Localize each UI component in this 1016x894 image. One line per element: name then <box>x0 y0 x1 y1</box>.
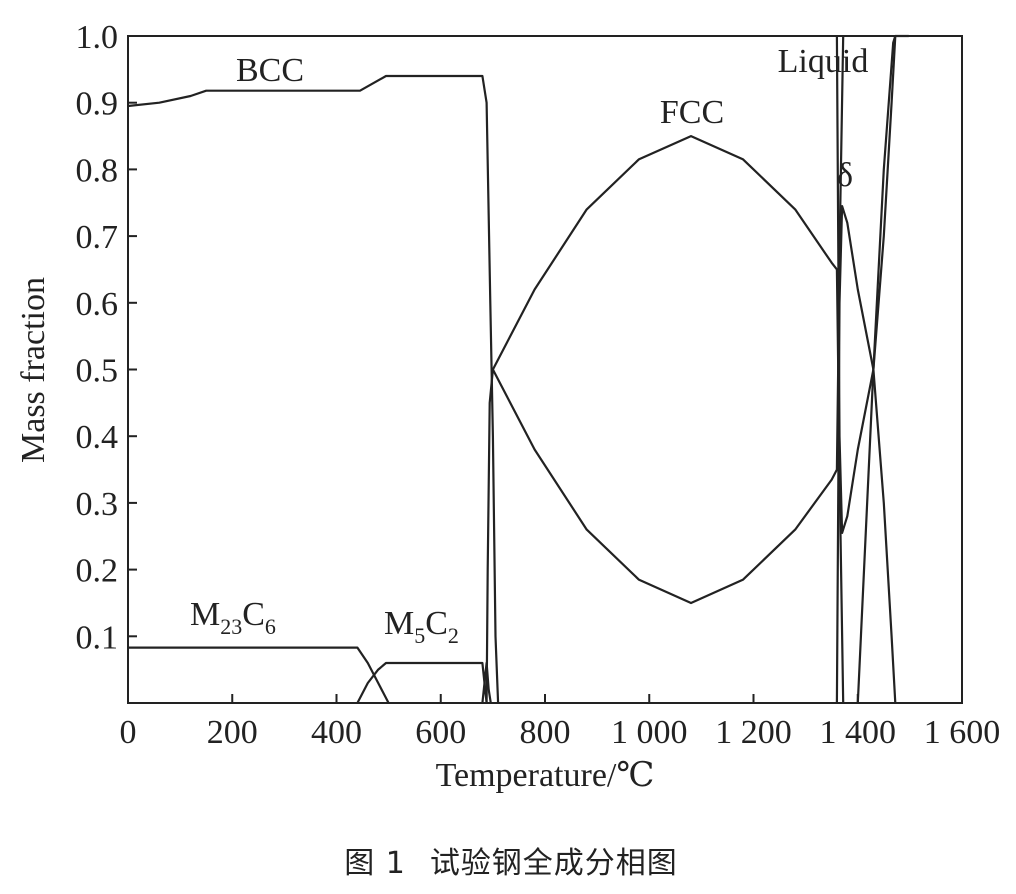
x-tick-label: 400 <box>311 714 362 751</box>
x-tick-label: 600 <box>415 714 466 751</box>
series-line-m5c2 <box>481 661 492 704</box>
series-line-m5c2 <box>356 661 488 704</box>
series-line-bcc <box>127 74 500 704</box>
phase-curves <box>127 34 909 704</box>
y-tick-label: 0.2 <box>76 553 119 590</box>
figure-number: 图 1 <box>344 846 406 881</box>
y-tick-label: 0.4 <box>76 419 119 456</box>
y-tick-label: 0.8 <box>76 152 119 189</box>
x-tick-label: 0 <box>120 714 137 751</box>
label-bcc: BCC <box>236 52 304 89</box>
label-liquid: Liquid <box>778 43 869 80</box>
figure-caption: 图 1 试验钢全成分相图 <box>0 838 1016 882</box>
series-line-fcc <box>485 135 845 704</box>
series-line-liquid <box>856 34 909 704</box>
label-m5c2: M5C2 <box>384 605 459 648</box>
y-tick-label: 0.5 <box>76 353 119 390</box>
series-line-m23c6 <box>128 646 390 704</box>
x-tick-label: 1 400 <box>820 714 897 751</box>
x-tick-label: 1 600 <box>924 714 1001 751</box>
phase-diagram-chart: 0 200 400 600 800 1 000 1 200 1 400 1 600 0.1 0.2… <box>15 19 1001 794</box>
y-tick-label: 1.0 <box>76 19 119 56</box>
y-tick-label: 0.6 <box>76 286 119 323</box>
label-m23c6: M23C6 <box>190 596 276 639</box>
y-tick-label: 0.9 <box>76 86 119 123</box>
y-axis-label: Mass fraction <box>15 277 52 463</box>
y-axis-ticks: 0.1 0.2 0.3 0.4 0.5 0.6 0.7 0.8 0.9 1.0 <box>76 19 137 656</box>
figure-title: 试验钢全成分相图 <box>429 846 678 881</box>
label-fcc: FCC <box>660 94 724 131</box>
x-tick-label: 1 000 <box>611 714 688 751</box>
x-tick-label: 200 <box>207 714 258 751</box>
x-tick-label: 800 <box>520 714 571 751</box>
label-delta: δ <box>837 157 853 194</box>
x-axis-ticks: 0 200 400 600 800 1 000 1 200 1 400 1 600 <box>120 694 1001 751</box>
y-tick-label: 0.1 <box>76 619 119 656</box>
x-axis-label: Temperature/℃ <box>436 757 655 794</box>
y-tick-label: 0.3 <box>76 486 119 523</box>
y-tick-label: 0.7 <box>76 219 119 256</box>
x-tick-label: 1 200 <box>715 714 792 751</box>
series-line-delta <box>835 35 897 535</box>
series-line-delta <box>835 205 897 704</box>
